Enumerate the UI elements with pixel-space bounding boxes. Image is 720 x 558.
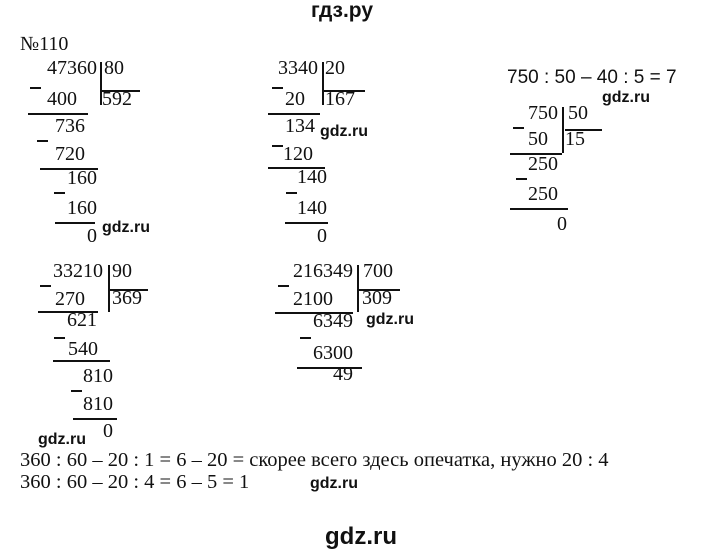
remainder: 0 xyxy=(87,225,97,247)
minus-sign xyxy=(272,145,283,147)
quotient: 309 xyxy=(362,287,392,309)
step: 140 xyxy=(297,166,327,188)
quotient-line xyxy=(322,90,365,92)
step: 50 xyxy=(528,128,548,150)
step: 140 xyxy=(297,197,327,219)
division-bar xyxy=(562,107,564,153)
step: 270 xyxy=(55,288,85,310)
quotient: 15 xyxy=(565,128,585,150)
step: 120 xyxy=(283,143,313,165)
footer-site-label: gdz.ru xyxy=(325,523,397,550)
minus-sign xyxy=(71,390,82,392)
rule xyxy=(268,113,320,115)
rule xyxy=(285,222,328,224)
dividend: 33210 xyxy=(53,260,103,282)
watermark: gdz.ru xyxy=(602,89,650,106)
division-bar xyxy=(357,265,359,312)
rule xyxy=(510,153,562,155)
rule xyxy=(73,418,117,420)
step: 720 xyxy=(55,143,85,165)
divisor: 90 xyxy=(112,260,132,282)
minus-sign xyxy=(30,87,41,89)
quotient: 167 xyxy=(325,88,355,110)
step: 400 xyxy=(47,88,77,110)
step: 160 xyxy=(67,197,97,219)
step: 810 xyxy=(83,393,113,415)
rule xyxy=(510,208,568,210)
step: 250 xyxy=(528,153,558,175)
dividend: 750 xyxy=(528,102,558,124)
step: 6300 xyxy=(313,342,353,364)
minus-sign xyxy=(40,285,51,287)
remainder: 0 xyxy=(557,213,567,235)
rule xyxy=(38,311,98,313)
rule xyxy=(55,222,95,224)
minus-sign xyxy=(37,140,48,142)
quotient-line xyxy=(565,129,602,131)
minus-sign xyxy=(513,127,524,129)
minus-sign xyxy=(300,337,311,339)
quotient: 592 xyxy=(102,88,132,110)
division-bar xyxy=(100,62,102,105)
quotient-line xyxy=(358,289,400,291)
text-line-2: 360 : 60 – 20 : 4 = 6 – 5 = 1 xyxy=(20,471,250,493)
quotient-line xyxy=(108,289,148,291)
dividend: 3340 xyxy=(278,57,318,79)
rule xyxy=(53,360,110,362)
step: 540 xyxy=(68,338,98,360)
rule xyxy=(275,312,353,314)
minus-sign xyxy=(54,192,65,194)
step: 20 xyxy=(285,88,305,110)
divisor: 50 xyxy=(568,102,588,124)
watermark: gdz.ru xyxy=(310,475,358,492)
watermark: gdz.ru xyxy=(38,431,86,448)
dividend: 47360 xyxy=(47,57,97,79)
rule xyxy=(268,167,325,169)
text-line-1: 360 : 60 – 20 : 1 = 6 – 20 = скорее всег… xyxy=(20,449,609,471)
step: 134 xyxy=(285,115,315,137)
divisor: 80 xyxy=(104,57,124,79)
site-title: гдз.ру xyxy=(311,0,374,22)
step: 250 xyxy=(528,183,558,205)
equation: 750 : 50 – 40 : 5 = 7 xyxy=(507,67,677,88)
step: 6349 xyxy=(313,310,353,332)
remainder: 0 xyxy=(103,420,113,442)
remainder: 49 xyxy=(333,363,353,385)
step: 621 xyxy=(67,309,97,331)
divisor: 20 xyxy=(325,57,345,79)
problem-number: №110 xyxy=(20,33,69,55)
minus-sign xyxy=(54,337,65,339)
divisor: 700 xyxy=(363,260,393,282)
minus-sign xyxy=(278,285,289,287)
minus-sign xyxy=(286,192,297,194)
step: 810 xyxy=(83,365,113,387)
watermark: gdz.ru xyxy=(366,311,414,328)
division-bar xyxy=(108,265,110,312)
quotient-line xyxy=(100,90,140,92)
minus-sign xyxy=(516,178,527,180)
rule xyxy=(297,367,362,369)
watermark: gdz.ru xyxy=(320,123,368,140)
remainder: 0 xyxy=(317,225,327,247)
dividend: 216349 xyxy=(293,260,353,282)
step: 736 xyxy=(55,115,85,137)
watermark: gdz.ru xyxy=(102,219,150,236)
step: 2100 xyxy=(293,288,333,310)
minus-sign xyxy=(272,87,283,89)
rule xyxy=(40,168,98,170)
quotient: 369 xyxy=(112,287,142,309)
step: 160 xyxy=(67,167,97,189)
division-bar xyxy=(322,62,324,105)
rule xyxy=(28,113,88,115)
